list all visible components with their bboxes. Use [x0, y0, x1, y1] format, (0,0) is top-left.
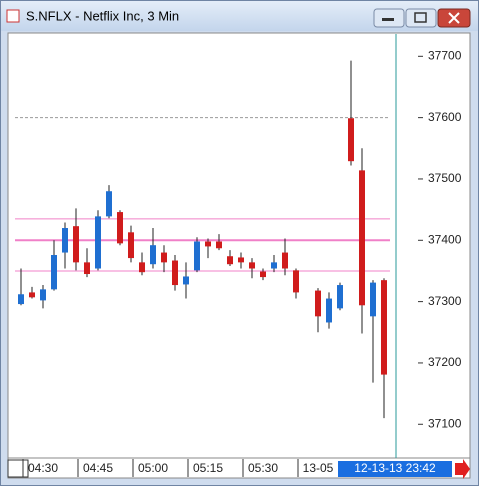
candle-body	[249, 262, 255, 269]
candle-body	[150, 245, 156, 265]
candle-body	[293, 270, 299, 293]
candle-body	[260, 271, 266, 278]
window-title: S.NFLX - Netflix Inc, 3 Min	[26, 8, 179, 23]
corner-box	[7, 459, 29, 478]
close-icon	[448, 12, 460, 24]
candle-body	[315, 290, 321, 317]
y-tick-label: 37600	[428, 110, 462, 124]
candle-body	[282, 252, 288, 269]
candle-body	[227, 256, 233, 265]
candle-body	[326, 298, 332, 323]
candle-body	[348, 118, 354, 162]
candle-body	[106, 191, 112, 217]
candle-body	[161, 252, 167, 263]
candle-body	[381, 280, 387, 375]
cursor-label-bg	[338, 461, 452, 477]
scroll-arrow[interactable]	[455, 459, 470, 479]
minimize-icon	[382, 18, 394, 21]
y-tick-label: 37700	[428, 48, 462, 62]
x-tick-label: 04:45	[83, 461, 113, 475]
candle-body	[95, 216, 101, 269]
candle-body	[117, 212, 123, 244]
maximize-icon	[414, 12, 427, 23]
candle-body	[128, 232, 134, 259]
candle-body	[194, 241, 200, 271]
candle-body	[216, 241, 222, 249]
y-tick-label: 37400	[428, 232, 462, 246]
y-tick-label: 37500	[428, 171, 462, 185]
candle-body	[172, 260, 178, 286]
candle-body	[73, 226, 79, 263]
maximize-button[interactable]	[405, 8, 437, 28]
x-tick-label: 05:30	[248, 461, 278, 475]
y-tick-label: 37100	[428, 416, 462, 430]
candle-body	[205, 241, 211, 247]
candle-body	[84, 262, 90, 275]
x-tick-label: 05:15	[193, 461, 223, 475]
plot-area	[7, 32, 471, 459]
x-tick-label: 13-05	[303, 461, 334, 475]
candle-body	[359, 170, 365, 306]
x-tick-label: 04:30	[28, 461, 58, 475]
candle-body	[18, 294, 24, 305]
x-tick-label: 05:00	[138, 461, 168, 475]
candle-body	[337, 285, 343, 309]
candle-body	[139, 262, 145, 273]
candle-body	[238, 257, 244, 263]
app-icon	[6, 9, 20, 23]
y-tick-label: 37200	[428, 355, 462, 369]
candle-body	[51, 255, 57, 290]
candle-body	[29, 292, 35, 298]
candle-body	[62, 228, 68, 253]
candle-body	[370, 282, 376, 317]
candle-body	[271, 262, 277, 269]
cursor-label: 12-13-13 23:42	[354, 461, 436, 475]
y-tick-label: 37300	[428, 294, 462, 308]
candle-body	[183, 276, 189, 285]
candle-body	[40, 289, 46, 301]
